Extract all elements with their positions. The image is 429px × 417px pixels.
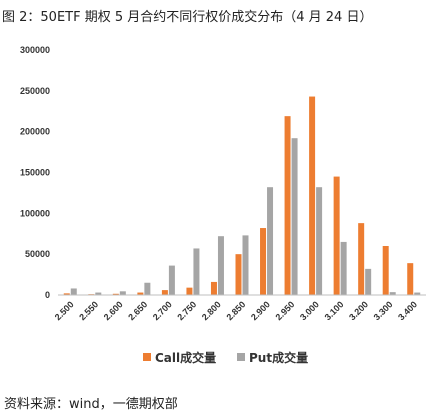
put-bar (168, 265, 175, 295)
put-bar (365, 268, 372, 295)
source-note: 资料来源：wind，一德期权部 (4, 397, 178, 412)
x-tick-label: 3.400 (396, 299, 419, 322)
put-bar (340, 241, 347, 295)
call-bar (333, 176, 340, 295)
put-bar (144, 282, 151, 295)
call-bar (260, 228, 267, 295)
put-bar (414, 292, 421, 295)
x-tick-label: 2.800 (200, 299, 223, 322)
legend-call-label: Call成交量 (155, 350, 216, 365)
put-bar (267, 187, 274, 295)
put-bar (70, 288, 77, 295)
y-tick-label: 300000 (20, 45, 50, 55)
legend: Call成交量 Put成交量 (143, 350, 308, 365)
put-bar (316, 187, 323, 295)
put-bar (119, 291, 126, 295)
call-bar (309, 96, 316, 295)
call-bar (284, 116, 291, 296)
y-tick-label: 0 (45, 290, 50, 300)
y-tick-label: 100000 (20, 208, 50, 218)
x-tick-label: 2.550 (77, 299, 100, 322)
y-tick-label: 200000 (20, 127, 50, 137)
put-bar (95, 292, 102, 295)
y-axis: 0 50000 100000 150000 200000 250000 300000 (20, 45, 50, 300)
x-tick-label: 3.000 (298, 299, 321, 322)
x-axis: 2.500 2.550 2.600 2.650 2.700 2.750 2.800 2.850… (53, 294, 426, 322)
call-bar (382, 246, 389, 295)
x-tick-label: 2.600 (102, 299, 125, 322)
call-bar (186, 287, 193, 295)
put-bar (291, 138, 298, 295)
put-bar (242, 235, 249, 295)
legend-put-label: Put成交量 (249, 350, 308, 365)
x-tick-label: 2.500 (53, 299, 76, 322)
put-bar (389, 292, 396, 295)
call-bar (235, 254, 242, 295)
bars (63, 96, 421, 296)
x-tick-label: 2.650 (126, 299, 149, 322)
legend-call-swatch (143, 353, 151, 361)
x-tick-label: 3.100 (323, 299, 346, 322)
call-bar (358, 223, 365, 295)
y-tick-label: 50000 (25, 249, 50, 259)
call-bar (161, 290, 168, 295)
x-tick-label: 2.900 (249, 299, 272, 322)
call-bar (407, 263, 414, 295)
call-bar (112, 293, 119, 295)
put-bar (193, 248, 200, 295)
y-tick-label: 250000 (20, 86, 50, 96)
x-tick-label: 3.200 (347, 299, 370, 322)
call-bar (63, 293, 70, 295)
x-tick-label: 3.300 (372, 299, 395, 322)
x-tick-label: 2.950 (273, 299, 296, 322)
chart-title: 图 2：50ETF 期权 5 月合约不同行权价成交分布（4 月 24 日） (2, 10, 373, 25)
x-tick-label: 2.850 (224, 299, 247, 322)
call-bar (210, 281, 217, 295)
put-bar (217, 236, 224, 295)
x-tick-label: 2.700 (151, 299, 174, 322)
legend-put-swatch (237, 353, 245, 361)
y-tick-label: 150000 (20, 168, 50, 178)
call-bar (137, 292, 144, 295)
x-tick-label: 2.750 (175, 299, 198, 322)
